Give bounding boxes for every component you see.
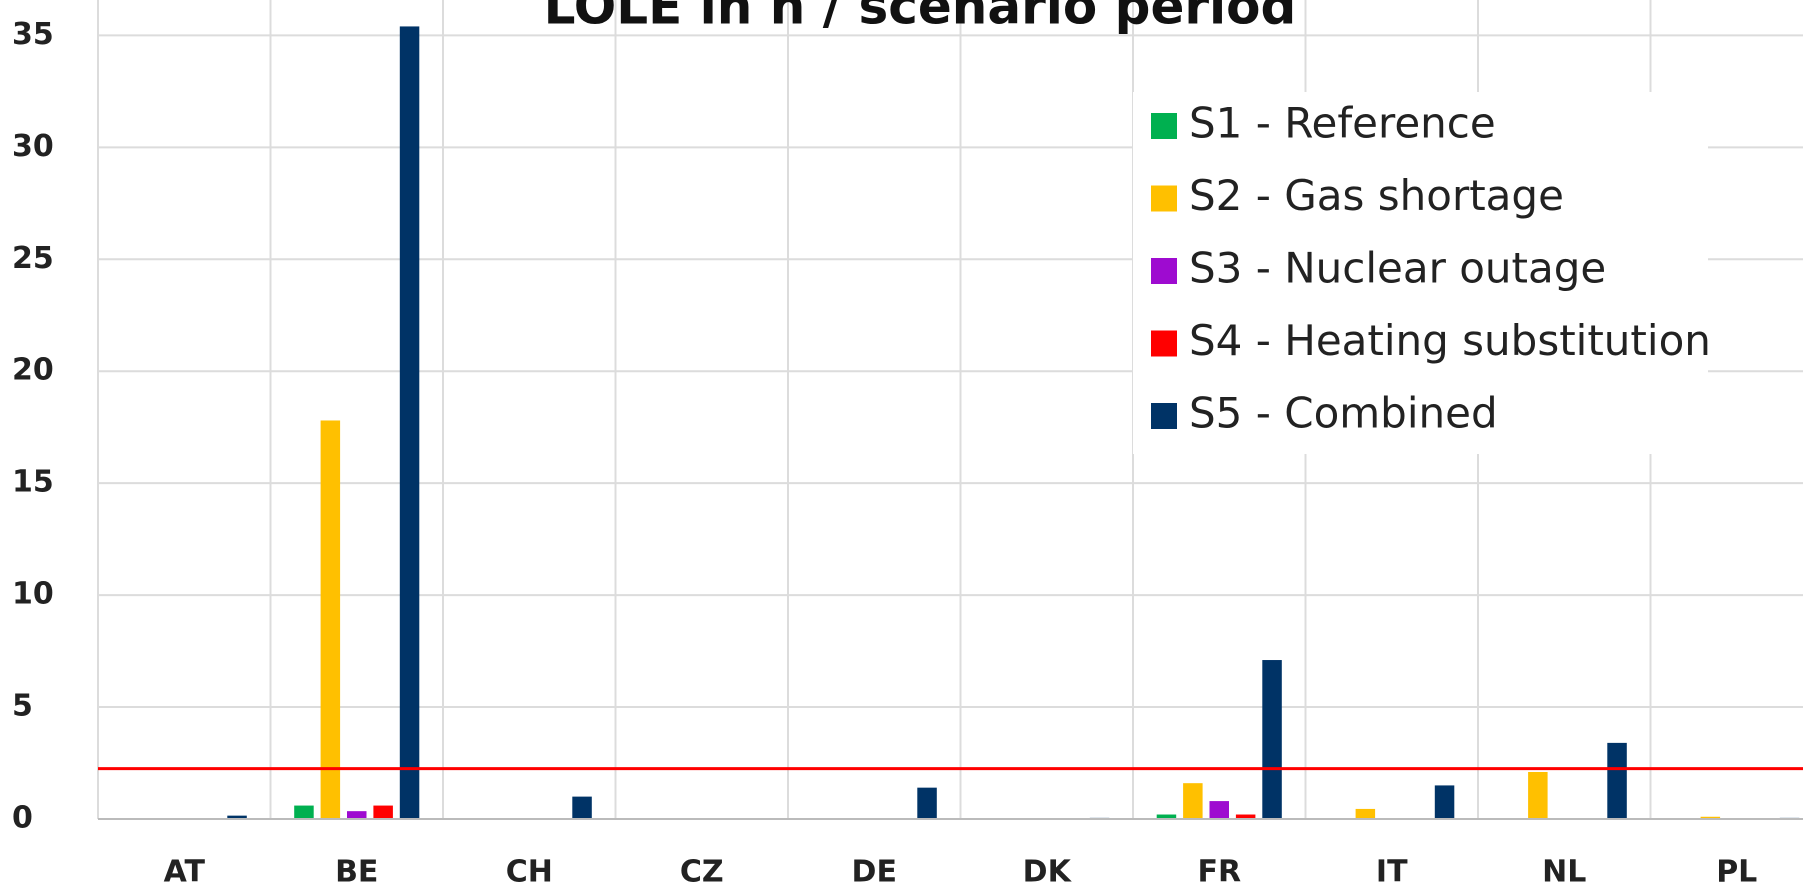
chart-title: LOLE in h / scenario period bbox=[544, 0, 1297, 36]
x-tick-label: CZ bbox=[680, 855, 724, 889]
legend-label: S5 - Combined bbox=[1189, 389, 1498, 438]
bar bbox=[320, 420, 341, 819]
bar bbox=[572, 796, 592, 819]
bar bbox=[917, 787, 937, 819]
bar bbox=[1434, 785, 1455, 819]
bar bbox=[399, 26, 420, 819]
bar bbox=[1262, 660, 1282, 819]
y-tick-label: 10 bbox=[12, 577, 54, 612]
legend-swatch bbox=[1151, 185, 1177, 212]
legend-label: S4 - Heating substitution bbox=[1189, 316, 1711, 365]
x-tick-label: IT bbox=[1376, 855, 1408, 889]
legend-swatch bbox=[1151, 403, 1177, 429]
x-tick-label: AT bbox=[164, 855, 206, 889]
legend-label: S3 - Nuclear outage bbox=[1189, 244, 1606, 293]
x-tick-label: DK bbox=[1023, 855, 1073, 889]
bar bbox=[1156, 814, 1177, 819]
x-tick-label: FR bbox=[1197, 855, 1241, 889]
x-tick-label: BE bbox=[335, 855, 378, 889]
x-tick-label: DE bbox=[852, 855, 897, 889]
y-tick-label: 15 bbox=[12, 465, 54, 500]
x-tick-label: CH bbox=[506, 855, 553, 889]
bar bbox=[227, 815, 247, 819]
bar bbox=[1235, 814, 1256, 819]
bar bbox=[347, 811, 367, 819]
x-tick-label: NL bbox=[1542, 855, 1586, 889]
bar bbox=[1700, 816, 1721, 819]
bar bbox=[1209, 801, 1229, 819]
y-tick-label: 5 bbox=[12, 689, 33, 724]
legend-swatch bbox=[1151, 113, 1177, 139]
bar bbox=[1355, 808, 1376, 819]
y-tick-label: 20 bbox=[12, 353, 54, 388]
bar bbox=[294, 805, 314, 819]
legend-box bbox=[1133, 92, 1708, 454]
legend-swatch bbox=[1151, 258, 1177, 284]
legend-swatch bbox=[1151, 330, 1177, 357]
bar bbox=[1183, 783, 1203, 819]
y-tick-label: 30 bbox=[12, 129, 54, 164]
legend-label: S1 - Reference bbox=[1189, 99, 1496, 148]
y-tick-label: 0 bbox=[12, 801, 33, 836]
bar bbox=[373, 805, 393, 819]
legend: S1 - Reference S2 - Gas shortage S3 - Nucl… bbox=[1133, 92, 1711, 454]
bar bbox=[1528, 771, 1548, 819]
bar bbox=[1607, 742, 1627, 819]
y-tick-label: 25 bbox=[12, 241, 54, 276]
x-tick-label: PL bbox=[1716, 855, 1757, 889]
y-tick-label: 35 bbox=[12, 17, 54, 52]
legend-label: S2 - Gas shortage bbox=[1189, 171, 1564, 220]
